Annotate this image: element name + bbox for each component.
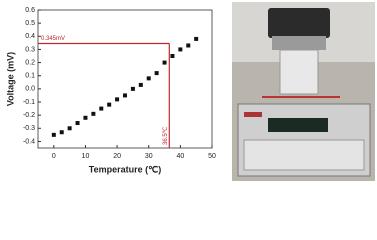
x-tick-label: 50 <box>208 153 216 160</box>
multimeter-buttons <box>243 139 365 171</box>
multimeter-display <box>268 118 328 132</box>
point <box>83 115 88 120</box>
point <box>162 60 167 65</box>
y-tick-label: -0.4 <box>23 138 35 145</box>
point <box>99 106 104 111</box>
point <box>146 76 151 81</box>
chart: -0.4 -0.3 -0.2 -0.1 0.0 0.1 0.2 0.3 0.4 0.5 0.6 0 10… <box>5 7 216 175</box>
y-tick-label: -0.2 <box>23 112 35 119</box>
fan <box>268 8 330 38</box>
x-axis-title: Temperature (℃) <box>89 164 161 174</box>
point <box>186 43 191 48</box>
y-tick-label: 0.4 <box>25 33 35 40</box>
y-tick-label: 0.2 <box>25 59 35 66</box>
y-tick-label: 0.1 <box>25 73 35 80</box>
point <box>107 102 112 107</box>
point <box>75 121 80 126</box>
y-tick-label: 0.0 <box>25 86 35 93</box>
point <box>67 126 72 131</box>
point <box>170 54 175 58</box>
heatsink <box>272 36 326 50</box>
x-tick-label: 40 <box>176 153 184 160</box>
multimeter-logo <box>244 112 262 117</box>
page: {"chart_data": {"type": "scatter", "x_la… <box>5 2 375 181</box>
y-tick-label: -0.3 <box>23 125 35 132</box>
x-tick-label: 10 <box>82 153 90 160</box>
sample <box>279 49 319 95</box>
point <box>115 97 120 102</box>
point <box>59 130 64 135</box>
y-tick-label: 0.6 <box>25 7 35 14</box>
y-tick-label: -0.1 <box>23 99 35 106</box>
annotation-label: 36.5℃ <box>163 126 169 145</box>
point <box>154 71 159 76</box>
point <box>194 36 199 41</box>
point <box>51 132 56 137</box>
y-axis-title: Voltage (mV) <box>5 52 15 106</box>
point <box>91 111 96 116</box>
photo <box>232 2 375 181</box>
point <box>123 93 127 98</box>
x-tick-label: 30 <box>145 153 153 160</box>
point <box>138 82 143 87</box>
y-tick-label: 0.5 <box>25 20 35 27</box>
point <box>130 86 135 91</box>
x-tick-label: 20 <box>113 153 121 160</box>
plot-frame <box>37 9 213 149</box>
y-tick-label: 0.3 <box>25 46 35 53</box>
figure: -0.4 -0.3 -0.2 -0.1 0.0 0.1 0.2 0.3 0.4 0.5 0.6 0 10… <box>5 2 375 181</box>
point <box>178 47 183 52</box>
annotation-label: 0.345mV <box>41 36 65 42</box>
x-tick-label: 0 <box>52 153 56 160</box>
